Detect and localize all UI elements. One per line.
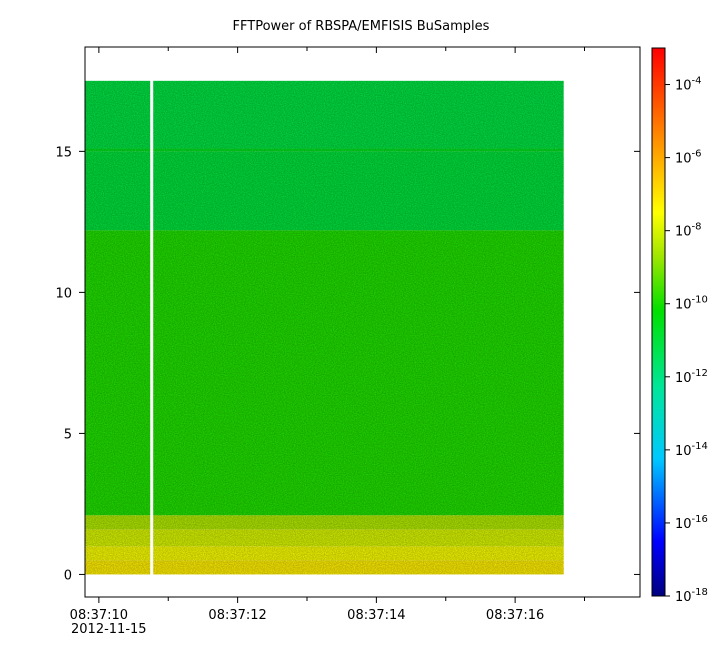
x-tick-label-3: 08:37:14 — [347, 608, 405, 623]
x-tick-label-1: 08:37:10 — [70, 608, 128, 623]
data-gap — [150, 79, 154, 576]
chart-title: FFTPower of RBSPA/EMFISIS BuSamples — [233, 19, 490, 34]
colorbar-tick-label-4: 10-10 — [675, 295, 708, 313]
plot-frame — [84, 46, 641, 598]
colorbar-tick-label-3: 10-8 — [675, 222, 702, 240]
spectrogram-texture — [85, 80, 564, 575]
x-tick-label-4: 08:37:16 — [486, 608, 544, 623]
y-tick-label-1: 0 — [64, 568, 72, 583]
colorbar: 10-4 10-6 10-8 10-10 10-12 10-14 10-16 10-18 — [651, 47, 708, 605]
colorbar-tick-label-8: 10-18 — [675, 587, 708, 605]
colorbar-tick-label-1: 10-4 — [675, 76, 702, 94]
y-axis: 0 5 10 15 — [55, 145, 640, 583]
y-tick-label-4: 15 — [55, 145, 72, 160]
x-date-label: 2012-11-15 — [71, 622, 147, 637]
plot-border — [84, 46, 641, 598]
colorbar-tick-label-5: 10-12 — [675, 368, 708, 386]
y-tick-label-3: 10 — [55, 286, 72, 301]
colorbar-tick-label-2: 10-6 — [675, 149, 702, 167]
colorbar-tick-label-6: 10-14 — [675, 441, 708, 459]
spectrogram-image — [85, 79, 564, 576]
x-axis: 08:37:10 08:37:12 08:37:14 08:37:16 — [70, 47, 585, 623]
colorbar-tick-label-7: 10-16 — [675, 514, 708, 532]
colorbar-border — [651, 47, 666, 597]
x-tick-label-2: 08:37:12 — [208, 608, 266, 623]
y-tick-label-2: 5 — [64, 427, 72, 442]
colorbar-scale — [652, 48, 665, 596]
